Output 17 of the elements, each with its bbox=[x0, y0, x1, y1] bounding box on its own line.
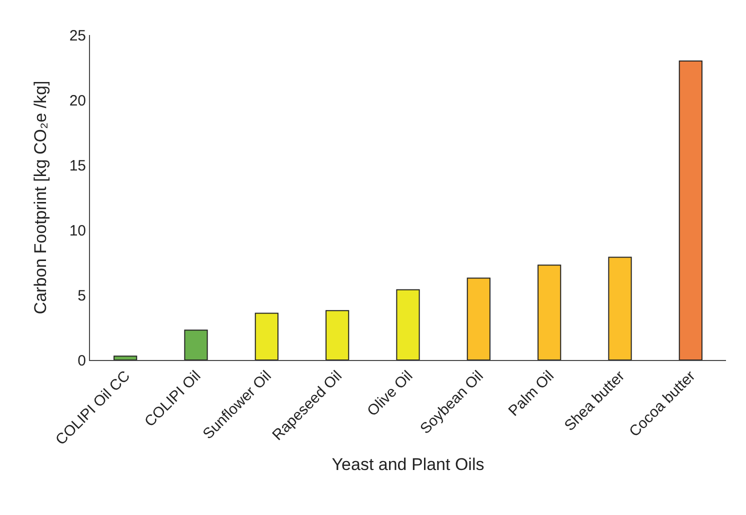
bar bbox=[396, 289, 420, 360]
bar bbox=[608, 256, 632, 360]
y-tick-label: 15 bbox=[69, 157, 86, 174]
y-tick-label: 0 bbox=[78, 352, 86, 370]
x-axis-title: Yeast and Plant Oils bbox=[332, 454, 484, 474]
y-tick-label: 10 bbox=[69, 222, 86, 240]
bar bbox=[326, 310, 350, 360]
bar bbox=[538, 264, 562, 360]
bar bbox=[254, 312, 278, 360]
y-tick-label: 5 bbox=[78, 287, 86, 304]
y-axis-title: Carbon Footprint [kg CO₂e /kg] bbox=[31, 80, 50, 314]
bar bbox=[678, 60, 702, 360]
bar bbox=[184, 330, 208, 360]
y-tick-label: 25 bbox=[69, 27, 86, 44]
bar bbox=[466, 278, 490, 360]
y-tick-label: 20 bbox=[69, 92, 86, 110]
bar bbox=[114, 356, 138, 360]
